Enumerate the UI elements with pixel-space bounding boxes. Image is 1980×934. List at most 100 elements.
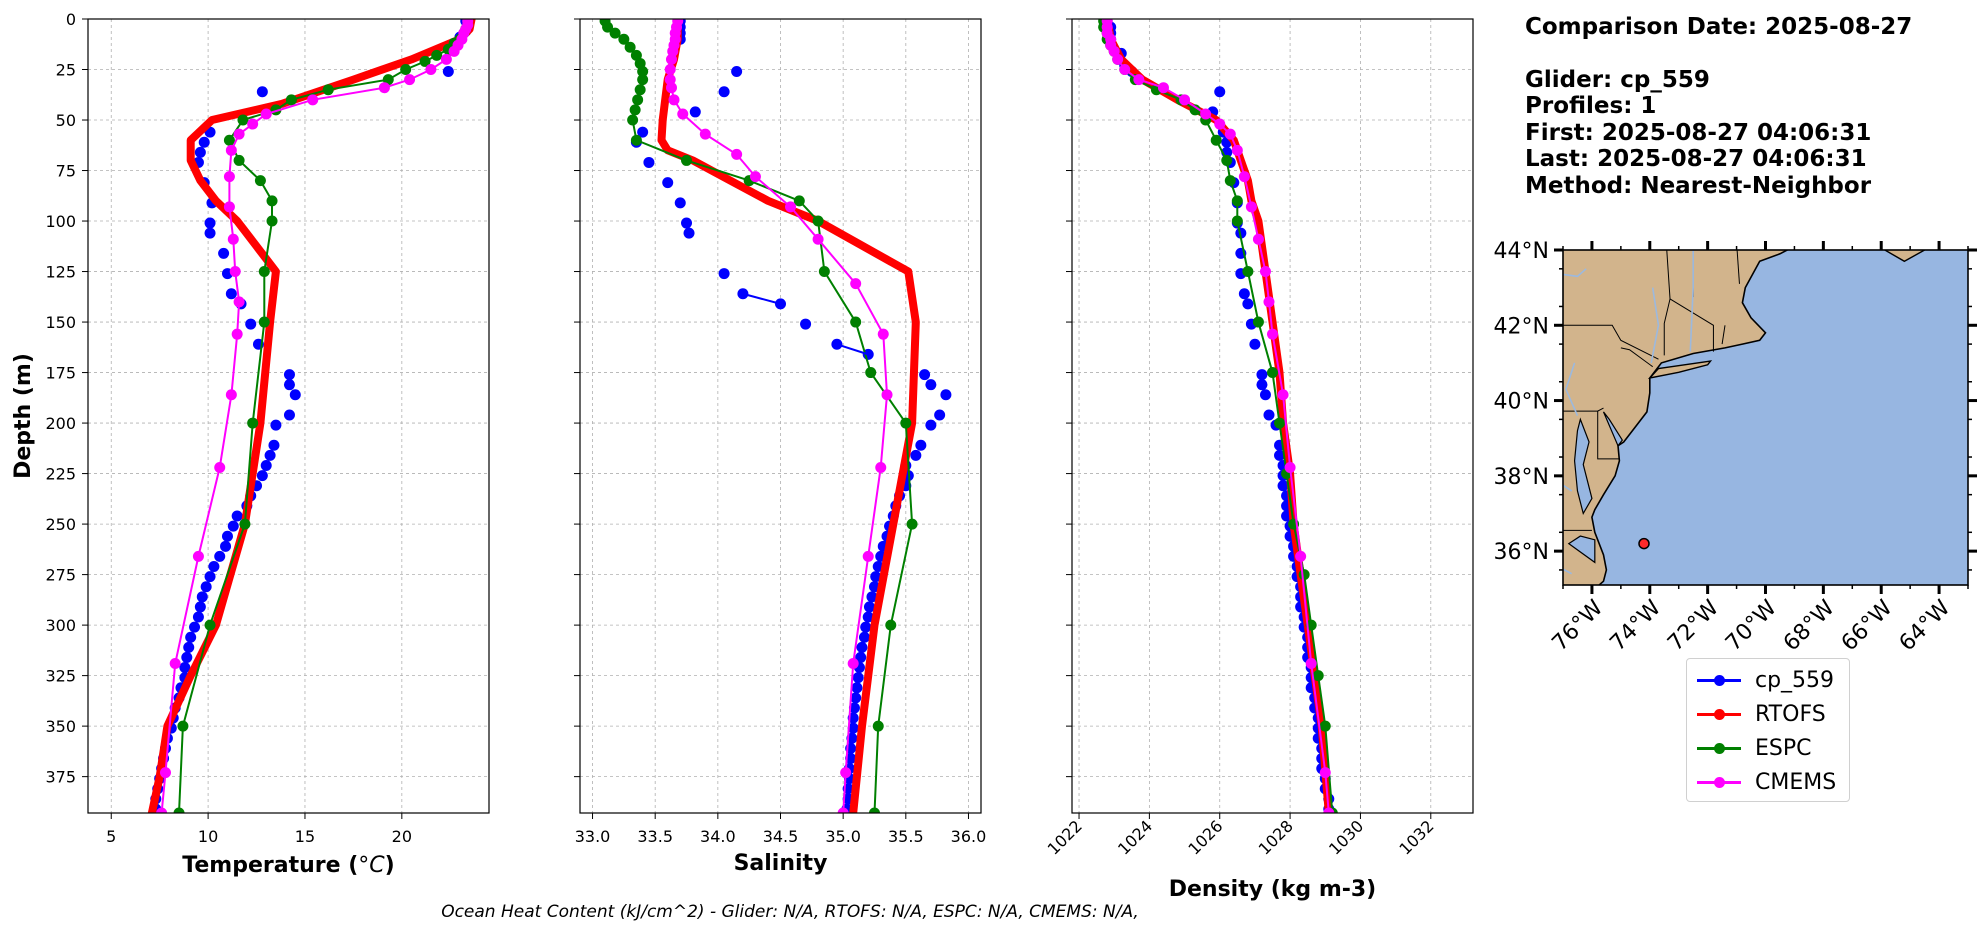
data-point bbox=[1267, 367, 1278, 379]
axes-frame bbox=[87, 18, 490, 814]
data-point bbox=[940, 389, 952, 401]
data-point bbox=[665, 82, 677, 94]
profiles-count: Profiles: 1 bbox=[1525, 93, 1657, 119]
data-point bbox=[875, 462, 887, 474]
data-point bbox=[173, 807, 185, 813]
x-tick-label: 1032 bbox=[1395, 816, 1437, 858]
data-point bbox=[677, 108, 689, 120]
river bbox=[1689, 250, 1694, 352]
data-point bbox=[1267, 328, 1278, 340]
data-point bbox=[665, 53, 677, 65]
data-point bbox=[1277, 389, 1289, 401]
nova-scotia bbox=[1883, 250, 1926, 263]
data-point bbox=[237, 114, 249, 126]
x-tick-label: 36.0 bbox=[951, 827, 987, 846]
data-point bbox=[1263, 409, 1275, 421]
cp-559-segment bbox=[742, 292, 781, 305]
lon-tick-label: 68°W bbox=[1779, 595, 1840, 656]
data-point bbox=[881, 389, 893, 401]
data-point bbox=[863, 601, 875, 613]
series-line bbox=[178, 21, 469, 813]
density-panel: 1022 1024 1026 1028 1030 1032 Density (kg m-3) bbox=[1044, 18, 1474, 902]
data-point bbox=[906, 518, 918, 530]
data-point bbox=[247, 118, 259, 130]
y-tick-label: 50 bbox=[56, 111, 76, 130]
data-point bbox=[247, 417, 259, 429]
legend-item-cmems: CMEMS bbox=[1687, 765, 1849, 799]
data-point bbox=[1231, 144, 1243, 156]
data-point bbox=[204, 217, 216, 229]
data-point bbox=[910, 449, 922, 461]
lon-tick-label: 74°W bbox=[1605, 595, 1666, 656]
cp-559-segment bbox=[836, 343, 869, 356]
legend-swatch-rtofs bbox=[1697, 704, 1741, 724]
data-point bbox=[662, 177, 674, 189]
data-point bbox=[283, 409, 295, 421]
data-point bbox=[1323, 807, 1335, 813]
data-point bbox=[227, 520, 239, 532]
data-point bbox=[1274, 449, 1286, 461]
data-point bbox=[1231, 195, 1243, 207]
state-border bbox=[1736, 250, 1740, 284]
first-time: First: 2025-08-27 04:06:31 bbox=[1525, 119, 1872, 146]
series-cp-559 bbox=[630, 19, 952, 813]
data-point bbox=[657, 136, 665, 144]
data-point bbox=[1312, 670, 1324, 682]
legend-item-espc: ESPC bbox=[1687, 731, 1849, 765]
data-point bbox=[699, 128, 711, 140]
data-point bbox=[919, 369, 931, 381]
data-point bbox=[1119, 64, 1131, 76]
data-point bbox=[904, 268, 912, 276]
data-point bbox=[800, 318, 812, 330]
data-point bbox=[850, 692, 862, 704]
x-tick-label: 35.5 bbox=[888, 827, 924, 846]
glider-name: Glider: cp_559 bbox=[1525, 66, 1710, 93]
data-point bbox=[1238, 171, 1250, 183]
data-point bbox=[440, 53, 452, 65]
data-point bbox=[212, 197, 220, 205]
data-point bbox=[851, 682, 863, 694]
info-panel: Comparison Date: 2025-08-27 Glider: cp_5… bbox=[1525, 14, 1912, 199]
data-point bbox=[1214, 86, 1226, 98]
temperature-panel: 0 25 50 75 100 125 150 175 200 225 250 275 300 325 350… bbox=[11, 10, 490, 878]
data-point bbox=[1231, 215, 1243, 227]
x-axis-label: Salinity bbox=[734, 851, 828, 876]
data-point bbox=[285, 94, 297, 106]
y-axis-label: Depth (m) bbox=[11, 353, 36, 479]
data-point bbox=[233, 128, 245, 140]
data-point bbox=[637, 74, 649, 86]
data-point bbox=[156, 807, 168, 813]
data-point bbox=[208, 116, 216, 124]
legend-label: ESPC bbox=[1755, 735, 1812, 761]
x-axis-label: Temperature (°C) bbox=[182, 853, 394, 878]
x-tick-label: 1028 bbox=[1255, 816, 1297, 858]
data-point bbox=[1133, 74, 1145, 86]
state-border bbox=[1620, 347, 1653, 368]
data-point bbox=[1249, 338, 1261, 350]
axes-frame bbox=[1071, 18, 1474, 814]
y-tick-label: 75 bbox=[56, 162, 76, 181]
data-point bbox=[726, 177, 734, 185]
data-point bbox=[1157, 82, 1169, 94]
data-point bbox=[256, 419, 264, 427]
data-point bbox=[256, 470, 268, 482]
y-tick-label: 0 bbox=[66, 10, 76, 29]
data-point bbox=[850, 316, 862, 328]
data-point bbox=[858, 631, 870, 643]
lat-tick-label: 42°N bbox=[1494, 314, 1549, 339]
data-point bbox=[266, 215, 278, 227]
legend-label: CMEMS bbox=[1755, 769, 1837, 795]
x-tick-label: 5 bbox=[106, 827, 116, 846]
data-point bbox=[448, 45, 460, 57]
data-point bbox=[223, 134, 235, 146]
data-point bbox=[220, 540, 232, 552]
salinity-panel: 33.0 33.5 34.0 34.5 35.0 35.5 36.0 Salinity bbox=[574, 18, 987, 876]
y-tick-label: 375 bbox=[45, 768, 76, 787]
data-point bbox=[214, 462, 226, 474]
data-point bbox=[183, 641, 195, 653]
data-point bbox=[624, 41, 636, 53]
data-point bbox=[1319, 767, 1331, 779]
data-point bbox=[179, 662, 191, 674]
state-border bbox=[1663, 250, 1671, 356]
